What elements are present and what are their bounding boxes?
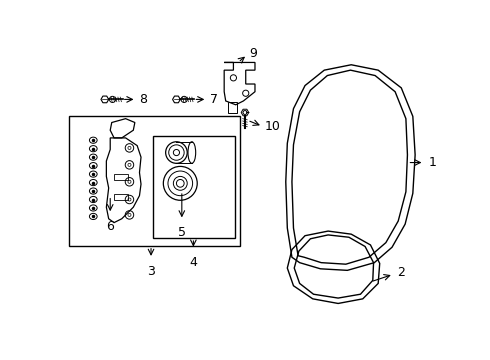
Bar [153,136,235,238]
Bar [228,103,237,113]
Bar [69,116,240,246]
Text: 4: 4 [190,256,197,269]
Text: 1: 1 [428,156,436,169]
Text: 3: 3 [147,265,155,278]
Text: 2: 2 [397,266,405,279]
Text: 8: 8 [140,93,147,106]
Text: 6: 6 [106,220,114,233]
Bar [114,194,128,200]
Bar [114,174,128,180]
Text: 5: 5 [178,226,186,239]
Text: 10: 10 [265,120,281,133]
Text: 7: 7 [210,93,219,106]
Text: 9: 9 [249,47,257,60]
